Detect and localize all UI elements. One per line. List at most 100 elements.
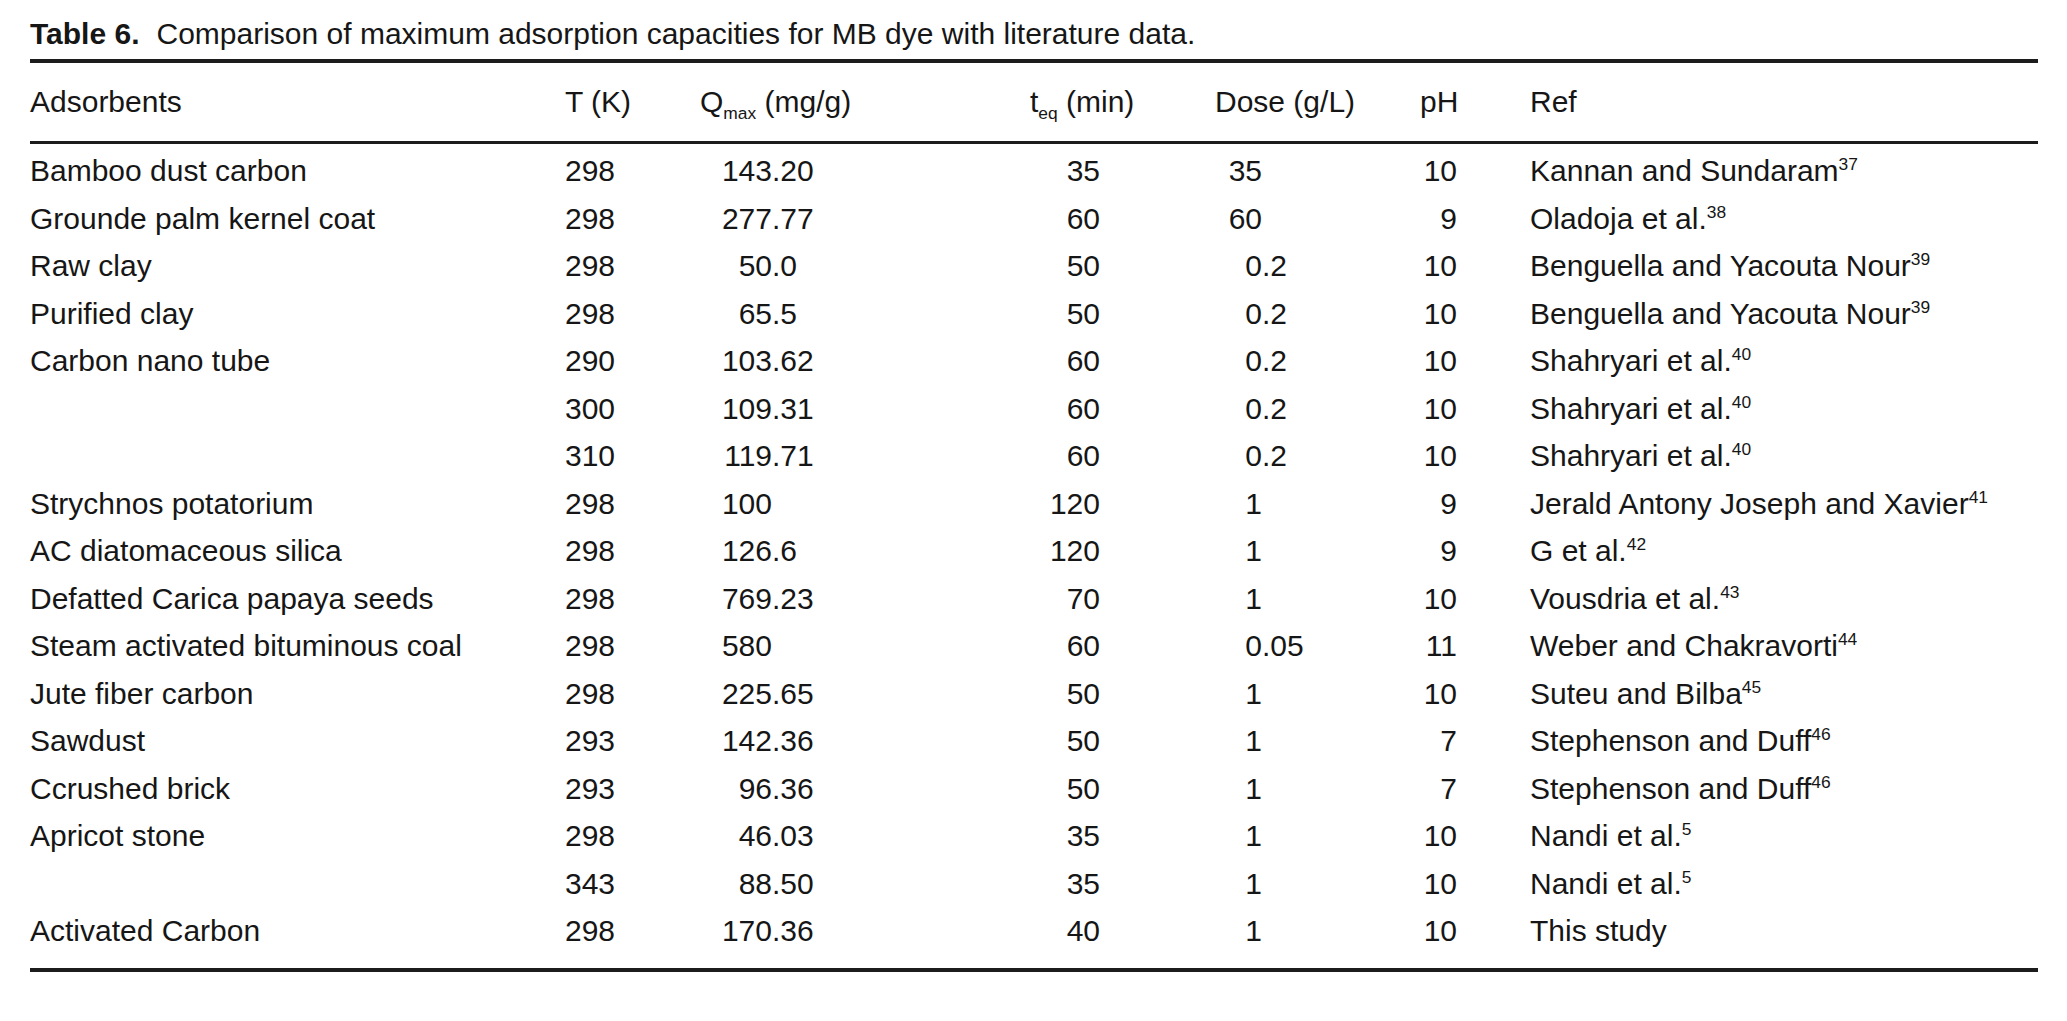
reference-superscript: 40 [1732,344,1751,364]
reference-text: Kannan and Sundaram [1530,154,1839,187]
cell-reference: G et al.42 [1530,527,2038,575]
cell-reference: Shahryari et al.40 [1530,385,2038,433]
reference-text: Suteu and Bilba [1530,677,1742,710]
teq-value: 70 [1030,575,1100,623]
ph-value: 10 [1420,670,1457,718]
cell-ph: 9 [1420,527,1530,575]
cell-ph: 10 [1420,575,1530,623]
cell-temperature: 300 [565,385,700,433]
qmax-symbol: Q [700,85,723,118]
cell-qmax: 580 [700,622,1030,670]
cell-teq: 50 [1030,717,1215,765]
teq-value: 35 [1030,860,1100,908]
cell-reference: Nandi et al.5 [1530,860,2038,908]
teq-value: 60 [1030,432,1100,480]
reference-text: Weber and Chakravorti [1530,629,1838,662]
cell-qmax: 126.6 [700,527,1030,575]
column-header-temperature: T (K) [565,63,700,141]
cell-dose: 1 [1215,765,1420,813]
table-row: AC diatomaceous silica 298 126.6 120 1 9… [30,527,2038,575]
reference-superscript: 44 [1838,629,1857,649]
reference-text: Shahryari et al. [1530,392,1732,425]
reference-text: Nandi et al. [1530,819,1682,852]
cell-teq: 60 [1030,385,1215,433]
cell-qmax: 170.36 [700,907,1030,955]
cell-adsorbent: Purified clay [30,290,565,338]
cell-teq: 50 [1030,242,1215,290]
cell-temperature: 298 [565,290,700,338]
ph-value: 10 [1420,860,1457,908]
cell-reference: This study [1530,907,2038,955]
cell-adsorbent [30,432,565,480]
cell-qmax: 143.20 [700,147,1030,195]
cell-adsorbent: Raw clay [30,242,565,290]
ph-value: 10 [1420,385,1457,433]
teq-value: 50 [1030,717,1100,765]
cell-reference: Suteu and Bilba45 [1530,670,2038,718]
cell-qmax: 96.36 [700,765,1030,813]
teq-value: 60 [1030,385,1100,433]
ph-value: 9 [1420,195,1457,243]
cell-reference: Stephenson and Duff46 [1530,717,2038,765]
cell-qmax: 100 [700,480,1030,528]
table-caption: Table 6.Comparison of maximum adsorption… [30,0,2038,59]
cell-reference: Benguella and Yacouta Nour39 [1530,290,2038,338]
reference-superscript: 5 [1682,867,1692,887]
cell-qmax: 50.0 [700,242,1030,290]
table-row: 343 88.50 35 1 10 Nandi et al.5 [30,860,2038,908]
ph-value: 9 [1420,527,1457,575]
cell-dose: 1 [1215,670,1420,718]
table-row: Activated Carbon 298 170.36 40 1 10 This… [30,907,2038,955]
cell-teq: 50 [1030,290,1215,338]
teq-value: 35 [1030,147,1100,195]
teq-subscript: eq [1038,103,1057,123]
cell-qmax: 119.71 [700,432,1030,480]
cell-qmax: 46.03 [700,812,1030,860]
cell-dose: 1 [1215,860,1420,908]
ph-value: 10 [1420,337,1457,385]
reference-text: Nandi et al. [1530,867,1682,900]
reference-text: Stephenson and Duff [1530,724,1811,757]
table-header-row: Adsorbents T (K) Qmax (mg/g) teq (min) D… [30,63,2038,141]
cell-adsorbent: Grounde palm kernel coat [30,195,565,243]
cell-reference: Jerald Antony Joseph and Xavier41 [1530,480,2038,528]
reference-superscript: 42 [1627,534,1646,554]
table-row: Bamboo dust carbon 298 143.20 35 35 10 K… [30,147,2038,195]
cell-temperature: 298 [565,527,700,575]
column-header-ph: pH [1420,63,1530,141]
table-row: Purified clay 298 65.5 50 0.2 10 Benguel… [30,290,2038,338]
cell-teq: 70 [1030,575,1215,623]
reference-text: G et al. [1530,534,1627,567]
teq-unit: (min) [1058,85,1135,118]
table-row: Strychnos potatorium 298 100 120 1 9 Jer… [30,480,2038,528]
ph-value: 7 [1420,765,1457,813]
cell-teq: 35 [1030,860,1215,908]
cell-ph: 11 [1420,622,1530,670]
cell-ph: 10 [1420,670,1530,718]
cell-dose: 35 [1215,147,1420,195]
cell-temperature: 298 [565,480,700,528]
cell-adsorbent [30,860,565,908]
ph-value: 10 [1420,432,1457,480]
cell-ph: 10 [1420,812,1530,860]
cell-temperature: 298 [565,907,700,955]
cell-ph: 10 [1420,385,1530,433]
cell-teq: 40 [1030,907,1215,955]
reference-superscript: 46 [1811,724,1830,744]
cell-teq: 50 [1030,670,1215,718]
cell-teq: 60 [1030,195,1215,243]
cell-adsorbent: Steam activated bituminous coal [30,622,565,670]
cell-dose: 0.2 [1215,385,1420,433]
cell-dose: 0.2 [1215,290,1420,338]
cell-temperature: 343 [565,860,700,908]
cell-adsorbent: Apricot stone [30,812,565,860]
table-row: 300 109.31 60 0.2 10 Shahryari et al.40 [30,385,2038,433]
reference-superscript: 40 [1732,392,1751,412]
reference-text: Benguella and Yacouta Nour [1530,297,1911,330]
teq-value: 50 [1030,670,1100,718]
cell-adsorbent: Jute fiber carbon [30,670,565,718]
cell-dose: 1 [1215,907,1420,955]
ph-value: 10 [1420,907,1457,955]
teq-value: 40 [1030,907,1100,955]
cell-dose: 0.2 [1215,337,1420,385]
